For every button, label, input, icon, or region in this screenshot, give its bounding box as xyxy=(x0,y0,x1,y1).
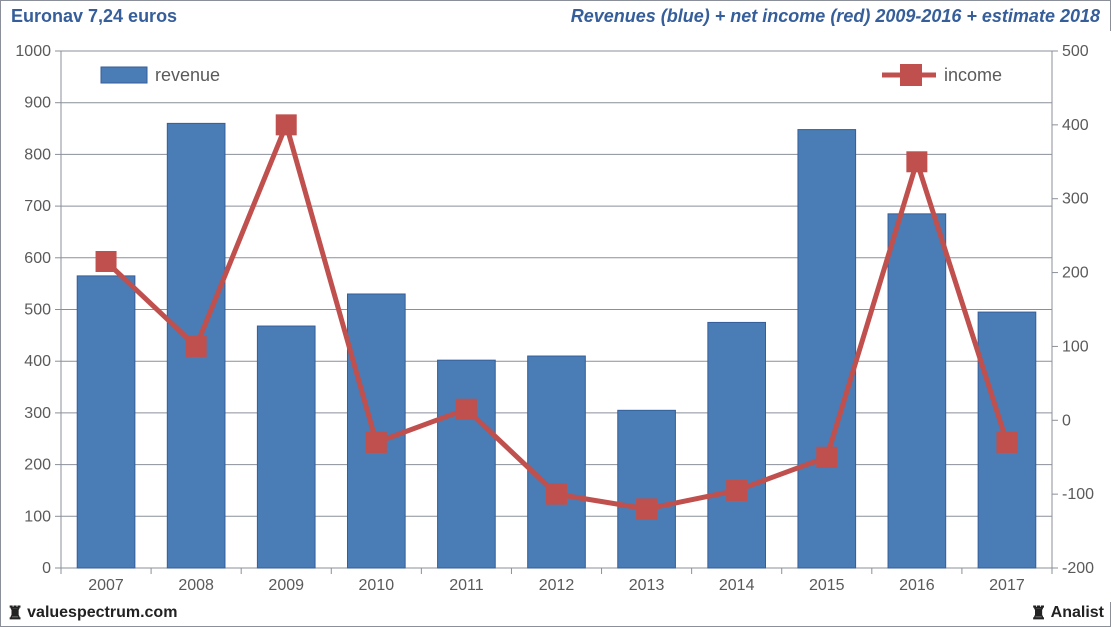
income-marker xyxy=(637,499,657,519)
income-marker xyxy=(727,480,747,500)
income-marker xyxy=(456,399,476,419)
x-tick-label: 2012 xyxy=(539,577,575,594)
left-tick-label: 600 xyxy=(24,250,51,267)
revenue-bar xyxy=(438,360,496,568)
right-tick-label: 200 xyxy=(1062,265,1089,282)
revenue-bar xyxy=(888,214,946,568)
legend-income-label: income xyxy=(944,65,1002,85)
x-tick-label: 2017 xyxy=(989,577,1025,594)
left-tick-label: 900 xyxy=(24,95,51,112)
x-tick-label: 2010 xyxy=(359,577,395,594)
right-tick-label: 500 xyxy=(1062,43,1089,60)
rook-icon: ♜ xyxy=(1031,604,1047,622)
left-tick-label: 700 xyxy=(24,198,51,215)
chart-title-right: Revenues (blue) + net income (red) 2009-… xyxy=(571,6,1100,27)
right-tick-label: 300 xyxy=(1062,191,1089,208)
right-tick-label: 100 xyxy=(1062,338,1089,355)
left-tick-label: 0 xyxy=(42,560,51,577)
left-tick-label: 100 xyxy=(24,508,51,525)
x-tick-label: 2014 xyxy=(719,577,755,594)
legend-income-marker xyxy=(900,64,922,86)
revenue-bar xyxy=(347,294,405,568)
income-marker xyxy=(997,432,1017,452)
x-tick-label: 2013 xyxy=(629,577,665,594)
x-tick-label: 2009 xyxy=(268,577,304,594)
x-tick-label: 2008 xyxy=(178,577,214,594)
revenue-bar xyxy=(618,410,676,568)
revenue-bar xyxy=(77,276,135,568)
x-tick-label: 2011 xyxy=(449,577,484,594)
income-marker xyxy=(547,484,567,504)
footer-left-brand: ♜ valuespectrum.com xyxy=(7,604,177,622)
left-tick-label: 400 xyxy=(24,353,51,370)
income-marker xyxy=(276,115,296,135)
chart-plot-area: 2007 2008 2009 2010 2011 2012 2013 2014 2015 2016… xyxy=(1,31,1110,600)
chart-footer: ♜ valuespectrum.com ♜ Analist xyxy=(1,600,1110,626)
footer-right-text: Analist xyxy=(1051,604,1104,622)
left-tick-label: 1000 xyxy=(15,43,51,60)
chart-title-left: Euronav 7,24 euros xyxy=(11,6,177,27)
revenue-bar xyxy=(528,356,586,568)
left-tick-label: 200 xyxy=(24,457,51,474)
revenue-bar xyxy=(708,322,766,568)
chart-container: Euronav 7,24 euros Revenues (blue) + net… xyxy=(0,0,1111,627)
right-tick-label: -200 xyxy=(1062,560,1094,577)
legend-revenue-label: revenue xyxy=(155,65,220,85)
income-marker xyxy=(907,152,927,172)
chart-header: Euronav 7,24 euros Revenues (blue) + net… xyxy=(1,1,1110,31)
x-tick-label: 2007 xyxy=(88,577,124,594)
x-tick-label: 2016 xyxy=(899,577,935,594)
x-tick-label: 2015 xyxy=(809,577,845,594)
footer-right-brand: ♜ Analist xyxy=(1031,604,1104,622)
footer-left-text: valuespectrum.com xyxy=(27,604,177,622)
revenue-bar xyxy=(257,326,315,568)
right-tick-label: -100 xyxy=(1062,486,1094,503)
left-tick-label: 300 xyxy=(24,405,51,422)
revenue-bar xyxy=(798,130,856,568)
chart-svg: 2007 2008 2009 2010 2011 2012 2013 2014 2015 2016… xyxy=(1,31,1111,602)
right-tick-label: 400 xyxy=(1062,117,1089,134)
legend-revenue-swatch xyxy=(101,67,147,83)
rook-icon: ♜ xyxy=(7,604,23,622)
income-marker xyxy=(817,447,837,467)
left-tick-label: 800 xyxy=(24,146,51,163)
income-marker xyxy=(366,432,386,452)
income-marker xyxy=(186,336,206,356)
left-tick-label: 500 xyxy=(24,302,51,319)
right-tick-label: 0 xyxy=(1062,412,1071,429)
income-marker xyxy=(96,251,116,271)
